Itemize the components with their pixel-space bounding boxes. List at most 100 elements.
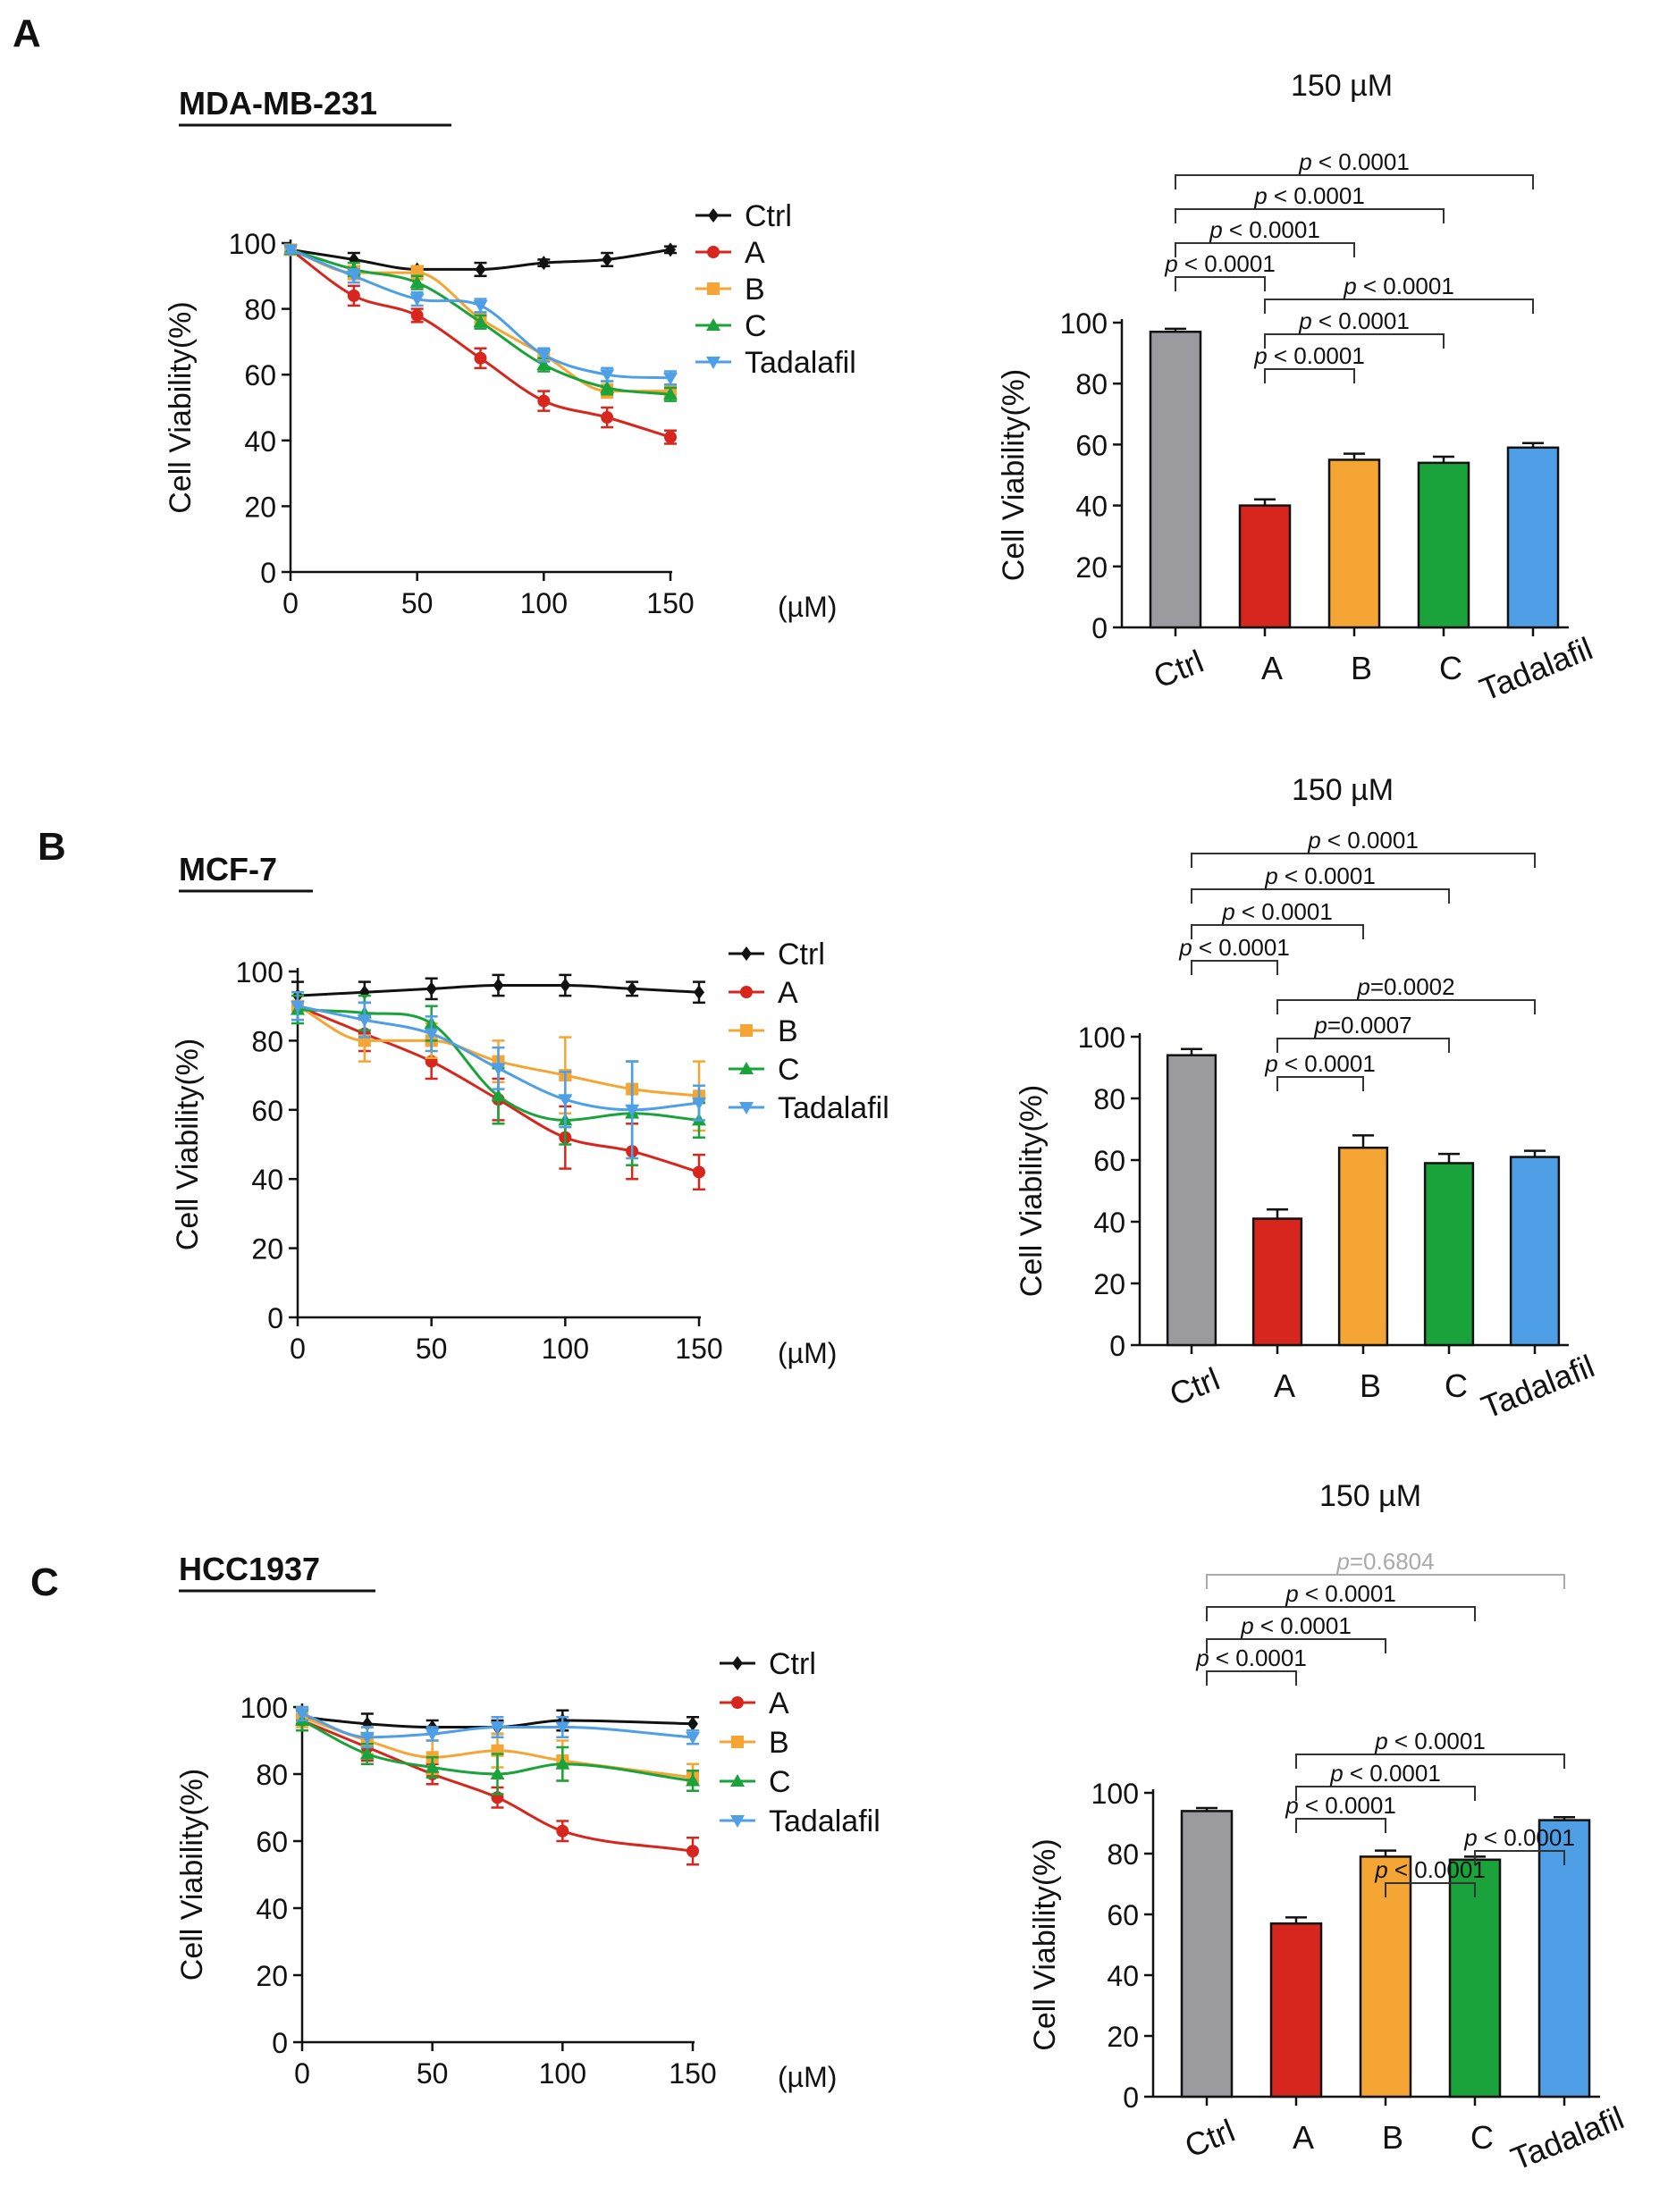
significance-bracket-a	[1175, 174, 1534, 189]
bar-y-axis-label-b: Cell Viability(%)	[1015, 1085, 1049, 1297]
line-x-tick-label-c: 100	[539, 2057, 586, 2090]
bar-b-ctrl	[1166, 1054, 1217, 1347]
bar-title-b: 150 µM	[1292, 773, 1394, 807]
legend-marker-c-c	[730, 1774, 745, 1787]
line-x-tick-label-b: 0	[290, 1333, 306, 1365]
bar-b-b	[1337, 1146, 1389, 1347]
legend-label-a-a: A	[745, 236, 765, 270]
bar-y-tick-label-b: 100	[1078, 1022, 1125, 1054]
legend-label-b-tadalafil: Tadalafil	[778, 1091, 889, 1125]
significance-bracket-a	[1175, 276, 1266, 291]
significance-bracket-b	[1276, 999, 1536, 1014]
legend-label-b-b: B	[778, 1014, 798, 1048]
data-point-b-ctrl	[694, 985, 704, 1000]
data-point-a-tadalafil	[663, 372, 678, 385]
line-y-tick-label-a: 40	[244, 425, 276, 458]
p-value-label-b: p < 0.0001	[1307, 827, 1419, 854]
legend-label-a-tadalafil: Tadalafil	[745, 346, 856, 380]
line-y-tick-label-b: 80	[251, 1025, 283, 1057]
data-point-c-c	[555, 1756, 570, 1770]
cell-line-title-b: MCF-7	[179, 851, 277, 887]
bar-category-label-b-b: B	[1360, 1367, 1381, 1404]
line-x-tick-label-a: 150	[646, 587, 694, 619]
data-point-b-tadalafil	[558, 1094, 573, 1107]
data-point-c-tadalafil	[425, 1728, 440, 1741]
data-point-a-ctrl	[665, 242, 676, 257]
data-point-a-ctrl	[538, 256, 550, 271]
p-value-label-a: p < 0.0001	[1164, 250, 1276, 277]
data-point-c-c	[425, 1760, 440, 1773]
line-y-tick-label-c: 100	[240, 1692, 288, 1724]
data-point-a-tadalafil	[346, 270, 361, 283]
legend-marker-c-tadalafil	[730, 1815, 745, 1828]
bar-a-c	[1417, 461, 1470, 629]
bar-title-a: 150 µM	[1291, 69, 1393, 103]
data-point-b-ctrl	[627, 981, 638, 997]
line-y-tick-label-b: 20	[251, 1233, 283, 1266]
legend-label-b-ctrl: Ctrl	[778, 938, 825, 971]
data-point-b-a	[693, 1165, 705, 1179]
data-point-a-a	[601, 411, 614, 425]
p-value-label-c: p < 0.0001	[1285, 1792, 1396, 1819]
bar-category-label-b-ctrl: Ctrl	[1165, 1360, 1225, 1413]
significance-bracket-c	[1295, 1818, 1386, 1833]
data-point-c-tadalafil	[490, 1721, 505, 1735]
data-point-a-a	[410, 308, 424, 322]
legend-marker-a-b	[707, 282, 720, 295]
data-point-a-a	[347, 289, 360, 302]
cell-line-title-a: MDA-MB-231	[179, 85, 377, 122]
significance-bracket-b	[1191, 888, 1450, 904]
legend-marker-b-a	[740, 986, 753, 998]
line-y-tick-label-c: 0	[272, 2027, 288, 2059]
significance-bracket-b	[1191, 924, 1364, 939]
p-value-label-b: p=0.0002	[1356, 973, 1454, 1000]
panel-letter-c: C	[30, 1560, 59, 1604]
legend-marker-c-a	[731, 1696, 744, 1709]
data-point-b-ctrl	[493, 978, 504, 993]
significance-bracket-a	[1175, 242, 1355, 257]
bar-y-tick-label-c: 60	[1107, 1899, 1139, 1931]
bar-y-tick-label-b: 40	[1093, 1207, 1125, 1239]
bar-c-c	[1448, 1858, 1502, 2098]
p-value-label-b: p < 0.0001	[1178, 934, 1290, 961]
data-point-b-ctrl	[560, 978, 571, 993]
bar-category-label-c-c: C	[1470, 2119, 1494, 2156]
p-value-label-c: p < 0.0001	[1463, 1824, 1575, 1851]
legend-label-c-ctrl: Ctrl	[769, 1647, 816, 1681]
line-y-tick-label-c: 20	[256, 1960, 288, 1992]
line-y-tick-label-c: 80	[256, 1759, 288, 1791]
significance-bracket-c	[1206, 1638, 1386, 1653]
data-point-b-tadalafil	[424, 1028, 439, 1041]
significance-bracket-a	[1175, 208, 1445, 223]
legend-marker-b-b	[740, 1024, 753, 1037]
significance-bracket-c	[1295, 1754, 1565, 1769]
data-point-c-ctrl	[687, 1716, 698, 1731]
bar-b-tadalafil	[1509, 1156, 1561, 1347]
data-point-a-tadalafil	[409, 293, 425, 307]
data-point-b-tadalafil	[491, 1063, 506, 1076]
bar-y-tick-label-a: 40	[1075, 491, 1108, 523]
line-x-unit-c: (µM)	[778, 2061, 837, 2093]
line-x-tick-label-c: 150	[669, 2057, 716, 2090]
significance-bracket-c	[1206, 1606, 1476, 1621]
bar-category-label-a-a: A	[1261, 650, 1283, 686]
legend-marker-b-tadalafil	[739, 1102, 754, 1114]
bar-b-c	[1423, 1162, 1475, 1347]
data-point-b-tadalafil	[625, 1104, 640, 1117]
data-point-a-ctrl	[475, 262, 486, 277]
legend-label-a-b: B	[745, 273, 765, 307]
bar-y-tick-label-b: 0	[1109, 1330, 1125, 1362]
significance-bracket-c	[1295, 1786, 1476, 1801]
legend-label-b-c: C	[778, 1053, 800, 1087]
data-point-c-tadalafil	[555, 1721, 570, 1735]
line-y-tick-label-c: 40	[256, 1893, 288, 1925]
p-value-label-c: p=0.6804	[1335, 1548, 1434, 1575]
bar-category-label-a-tadalafil: Tadalafil	[1474, 630, 1597, 708]
bar-y-tick-label-a: 80	[1075, 368, 1108, 400]
data-point-a-c	[409, 275, 425, 289]
line-y-tick-label-c: 60	[256, 1826, 288, 1858]
p-value-label-a: p < 0.0001	[1298, 307, 1410, 334]
legend-label-b-a: A	[778, 976, 798, 1010]
line-x-tick-label-b: 150	[675, 1333, 722, 1365]
line-y-axis-label-c: Cell Viability(%)	[175, 1769, 209, 1981]
